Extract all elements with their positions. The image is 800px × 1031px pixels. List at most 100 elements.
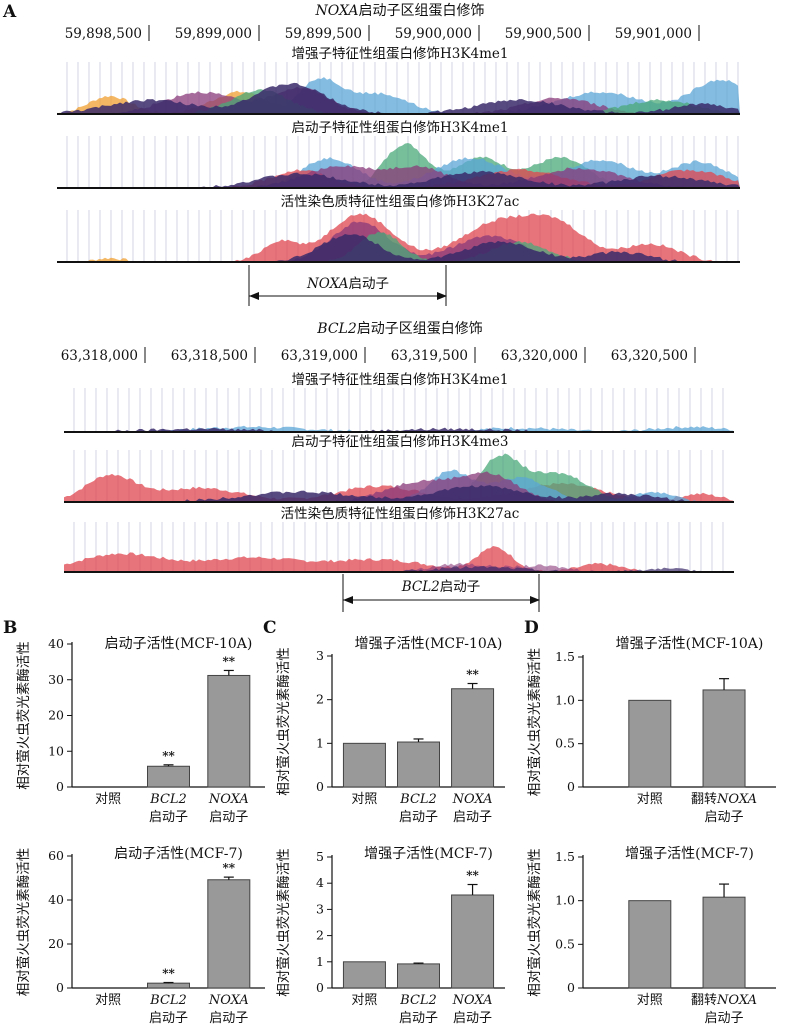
y-axis-label: 相对萤火虫荧光素酶活性: [527, 848, 543, 997]
y-tick-label: 0: [56, 980, 64, 995]
bcl2-promoter-label: BCL2启动子: [401, 579, 481, 595]
coordinate-label: 63,320,000: [501, 348, 578, 364]
bar: [342, 742, 386, 788]
category-label: 对照: [637, 993, 663, 1008]
y-tick-label: 0: [56, 779, 64, 794]
category-label: NOXA: [208, 792, 249, 807]
bar-charts: B启动子活性(MCF-10A)010203040相对萤火虫荧光素酶活性对照**B…: [3, 618, 776, 1026]
noxa-track-h3k27ac: 活性染色质特征性组蛋白修饰H3K27ac: [57, 193, 740, 263]
category-label-sub: 启动子: [399, 1011, 438, 1026]
y-tick-label: 1.5: [555, 649, 575, 664]
coordinate-label: 63,318,000: [61, 348, 138, 364]
y-tick-label: 1.5: [555, 849, 575, 864]
category-label: 翻转NOXA: [691, 792, 757, 807]
chart-title: 增强子活性(MCF-10A): [616, 636, 764, 652]
noxa-region-title: NOXA启动子区组蛋白修饰: [314, 3, 484, 19]
track-title: 活性染色质特征性组蛋白修饰H3K27ac: [281, 193, 520, 210]
y-tick-label: 1: [316, 954, 324, 969]
y-tick-label: 0: [316, 779, 324, 794]
chart-title: 启动子活性(MCF-7): [114, 846, 243, 862]
track-title: 启动子特征性组蛋白修饰H3K4me1: [292, 120, 509, 136]
bar: [207, 674, 251, 788]
y-tick-label: 2: [316, 928, 324, 943]
y-tick-label: 3: [316, 901, 324, 916]
y-tick-label: 1.0: [555, 893, 575, 908]
coordinate-label: 59,898,500: [65, 26, 142, 42]
category-label: BCL2: [149, 993, 187, 1008]
category-label: 对照: [351, 792, 377, 807]
signal-layer: [64, 427, 734, 432]
track-title: 活性染色质特征性组蛋白修饰H3K27ac: [281, 505, 520, 522]
signal-layer: [57, 165, 740, 188]
category-label-sub: 启动子: [399, 810, 438, 825]
track-title: 增强子特征性组蛋白修饰H3K4me1: [292, 372, 509, 388]
panel-label-a: A: [2, 2, 17, 22]
y-tick-label: 3: [316, 648, 324, 663]
signal-layer: [57, 234, 740, 262]
y-axis-label: 相对萤火虫荧光素酶活性: [16, 848, 32, 997]
chart-title: 启动子活性(MCF-10A): [105, 636, 253, 652]
signal-layer: [64, 562, 734, 572]
bar: [451, 894, 495, 989]
y-tick-label: 1.0: [555, 692, 575, 707]
coordinate-label: 59,900,500: [505, 26, 582, 42]
y-tick-label: 2: [316, 692, 324, 707]
y-axis-label: 相对萤火虫荧光素酶活性: [276, 647, 292, 796]
y-tick-label: 1: [316, 735, 324, 750]
signal-layer: [64, 485, 734, 502]
bar: [342, 961, 386, 989]
panel-label: C: [263, 618, 277, 638]
category-label: 对照: [351, 993, 377, 1008]
coordinate-label: 63,318,500: [171, 348, 248, 364]
category-label: NOXA: [208, 993, 249, 1008]
noxa-track-enhancer: 增强子特征性组蛋白修饰H3K4me1: [57, 46, 740, 115]
bar: [397, 963, 440, 989]
bcl2-promoter-span: BCL2启动子: [342, 574, 540, 612]
bar: [628, 900, 672, 989]
coordinate-label: 59,900,000: [395, 26, 472, 42]
noxa-promoter-span: NOXA启动子: [248, 265, 447, 306]
category-label-sub: 启动子: [453, 810, 492, 825]
coordinate-label: 63,319,000: [281, 348, 358, 364]
bar: [451, 688, 495, 788]
panel-label: D: [524, 618, 539, 638]
y-tick-label: 30: [48, 672, 64, 687]
y-axis-label: 相对萤火虫荧光素酶活性: [276, 848, 292, 997]
bcl2-track-h3k27ac: 活性染色质特征性组蛋白修饰H3K27ac: [64, 505, 734, 573]
category-label: BCL2: [399, 993, 437, 1008]
y-tick-label: 20: [48, 936, 64, 951]
bar: [147, 982, 190, 989]
y-tick-label: 0: [567, 980, 575, 995]
signal-layer: [57, 82, 740, 114]
bcl2-region-title: BCL2启动子区组蛋白修饰: [316, 321, 482, 337]
coordinate-label: 59,899,000: [175, 26, 252, 42]
y-tick-label: 40: [48, 636, 64, 651]
y-tick-label: 0.5: [555, 736, 575, 751]
significance-mark: **: [223, 861, 236, 875]
y-tick-label: 20: [48, 708, 64, 723]
chart-title: 增强子活性(MCF-10A): [355, 636, 503, 652]
bar: [147, 765, 190, 788]
category-label-sub: 启动子: [705, 810, 744, 825]
significance-mark: **: [223, 654, 236, 668]
category-label: 对照: [95, 993, 121, 1008]
chart-title: 增强子活性(MCF-7): [625, 846, 754, 862]
signal-layer: [57, 231, 740, 262]
category-label: NOXA: [452, 792, 493, 807]
category-label: 翻转NOXA: [691, 993, 757, 1008]
coordinate-label: 59,899,500: [285, 26, 362, 42]
y-tick-label: 0: [567, 779, 575, 794]
category-label: BCL2: [399, 792, 437, 807]
significance-mark: **: [466, 869, 479, 883]
bcl2-track-enhancer: 增强子特征性组蛋白修饰H3K4me1: [64, 372, 734, 433]
y-tick-label: 60: [48, 848, 64, 863]
category-label-sub: 启动子: [149, 1011, 188, 1026]
y-tick-label: 40: [48, 892, 64, 907]
bar: [207, 879, 251, 989]
